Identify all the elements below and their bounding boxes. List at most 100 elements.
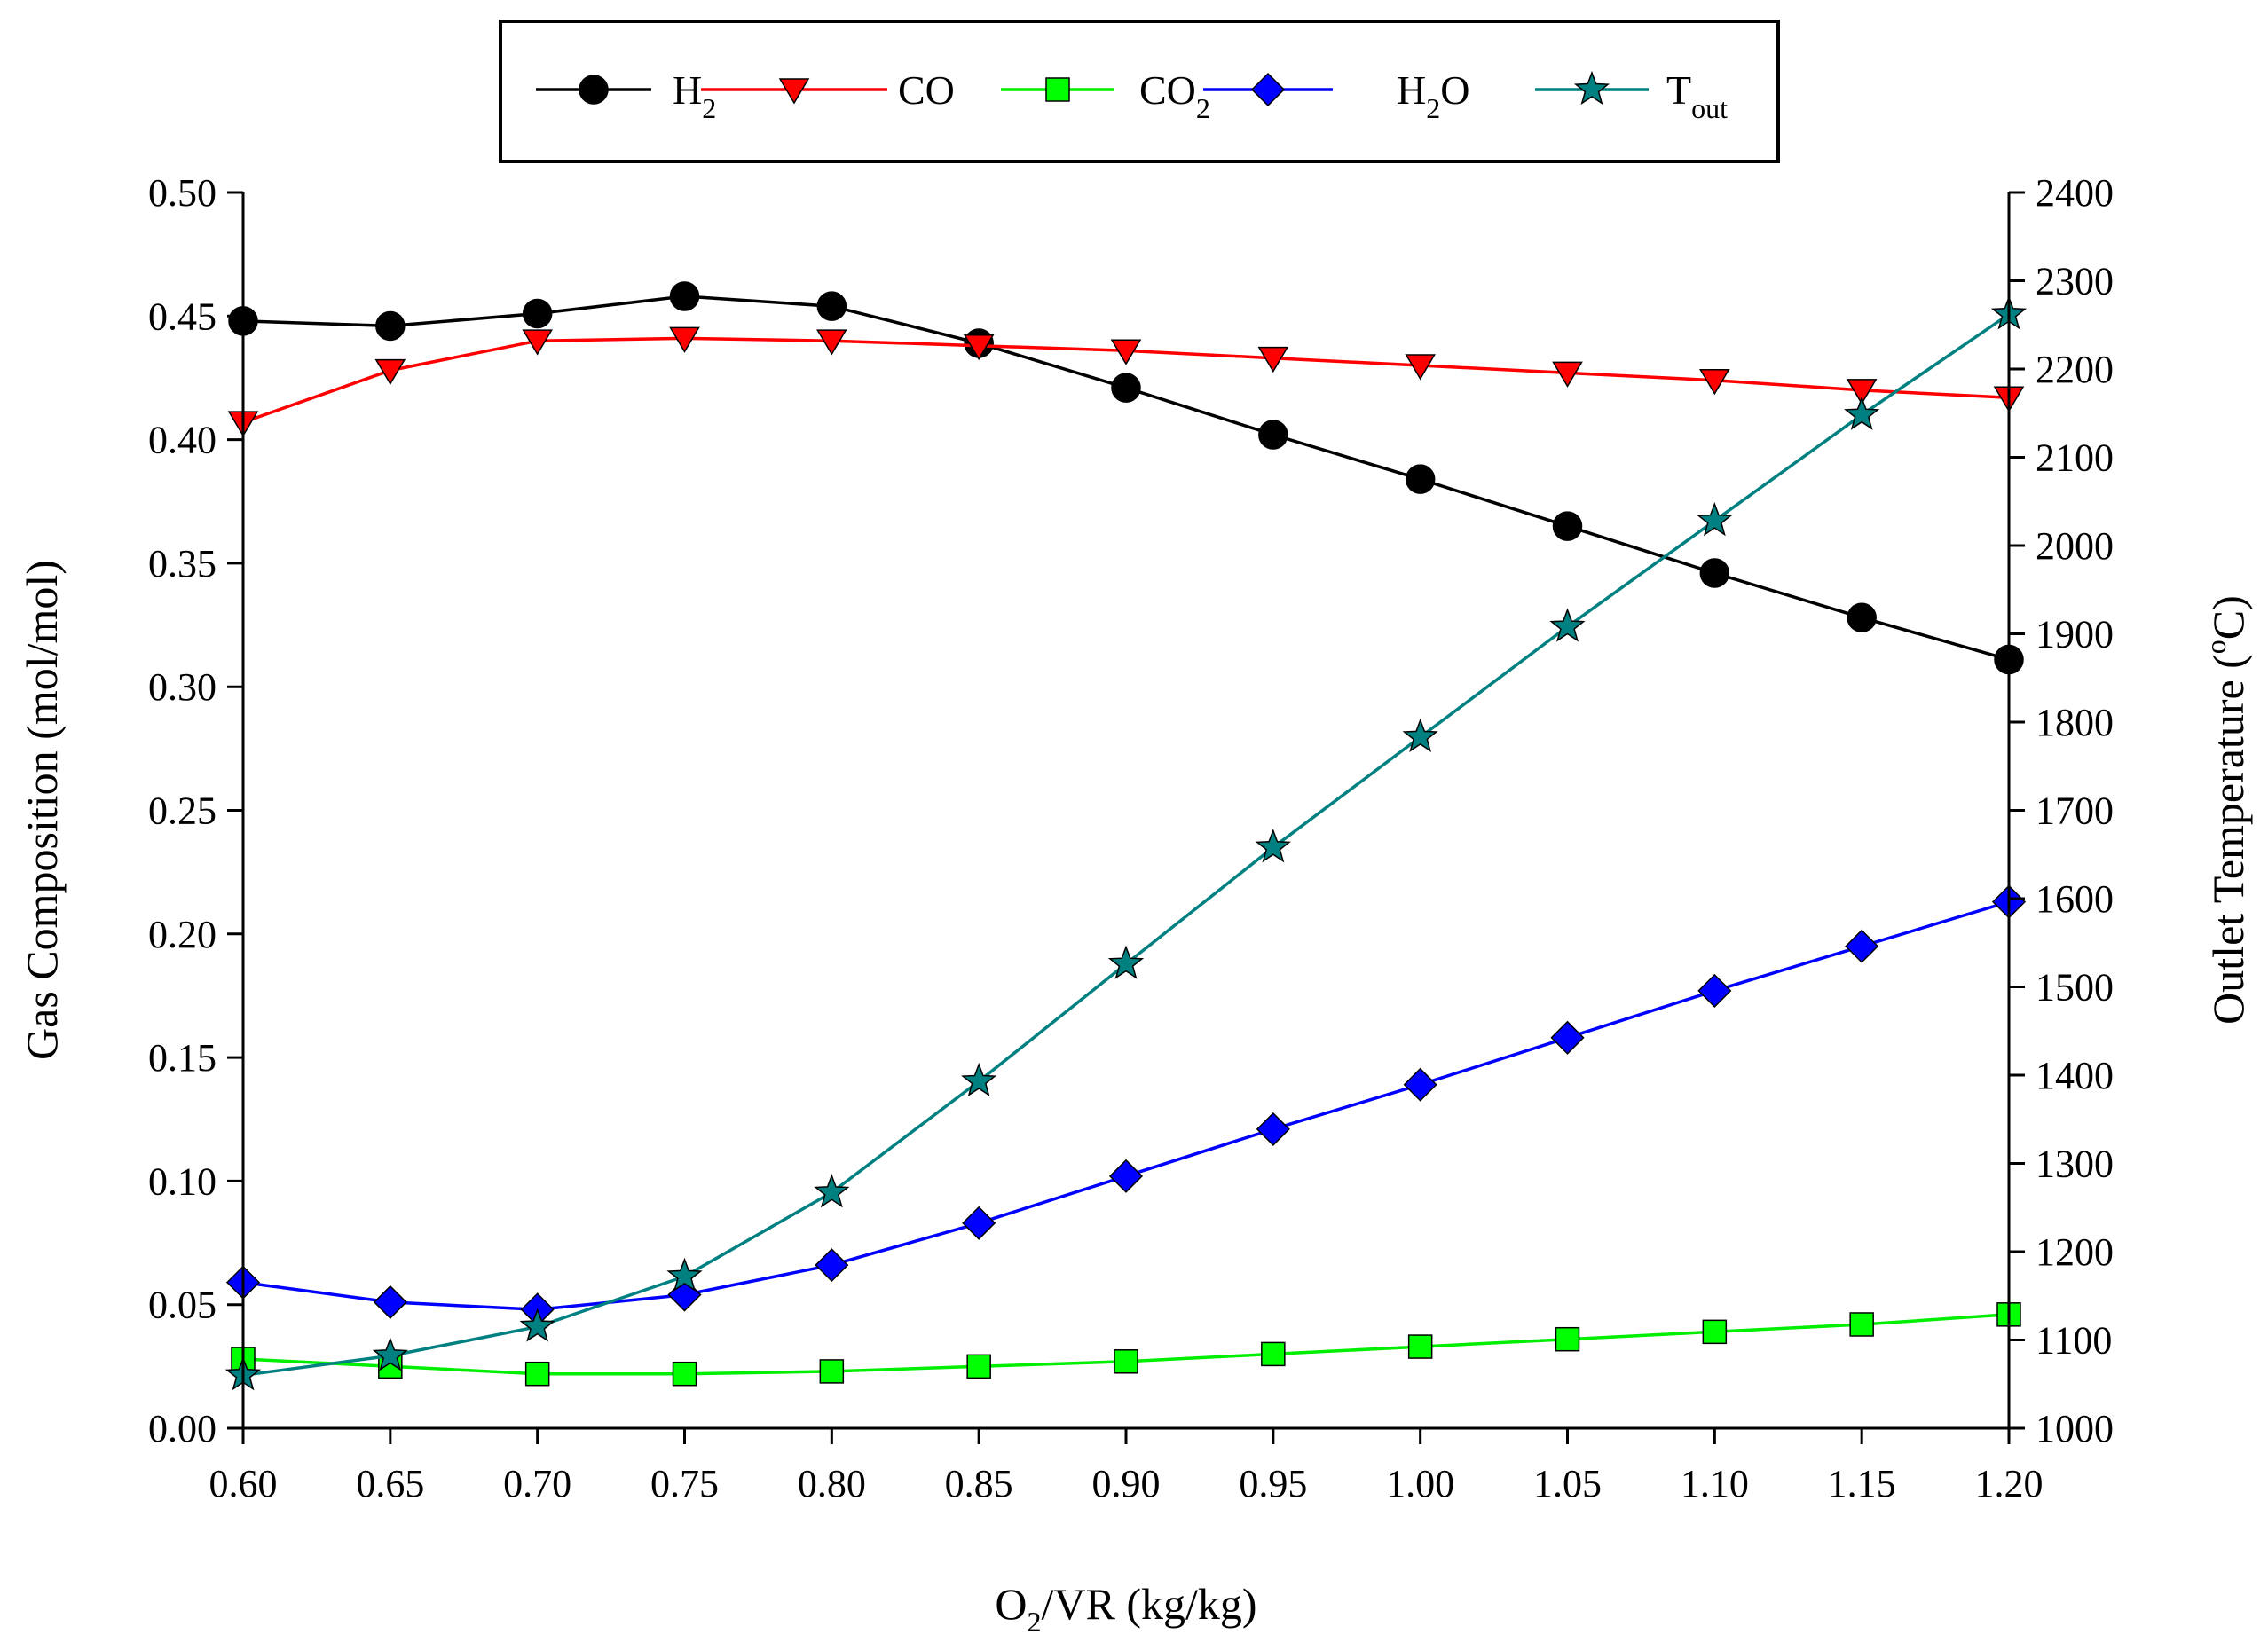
y-tick-label-right: 2400 [2036, 171, 2114, 215]
data-point-h2o [815, 1248, 849, 1283]
legend-label-sub: out [1691, 92, 1728, 124]
y-tick-label-right: 2000 [2036, 524, 2114, 568]
data-point-h2 [816, 291, 847, 321]
x-axis-title-sub: 2 [1028, 1606, 1042, 1638]
data-point-tout [519, 1308, 555, 1342]
legend-item-h2o: H2O [1203, 67, 1469, 124]
x-tick-label: 0.70 [503, 1462, 571, 1505]
x-tick-label: 1.05 [1533, 1462, 1602, 1505]
data-point-co2 [1407, 1334, 1433, 1359]
y-tick-label-right: 1800 [2036, 701, 2114, 744]
data-point-tout [961, 1062, 997, 1097]
x-tick-label: 0.90 [1092, 1462, 1161, 1505]
data-point-co [1405, 354, 1436, 381]
x-tick-label: 0.85 [945, 1462, 1013, 1505]
data-point-h2 [522, 298, 553, 329]
data-point-tout [1107, 945, 1145, 979]
data-point-tout [1549, 608, 1586, 642]
data-point-tout [372, 1337, 408, 1371]
data-point-co2 [1702, 1319, 1728, 1345]
data-point-co [963, 334, 995, 361]
data-point-co2 [524, 1361, 550, 1387]
y-tick-label-right: 1000 [2036, 1407, 2114, 1450]
data-point-tout [1697, 501, 1733, 537]
legend-box [499, 20, 1780, 163]
data-point-co2 [1114, 1349, 1138, 1374]
data-point-tout [1844, 396, 1880, 430]
legend-item-co2: CO2 [1001, 67, 1210, 124]
y-tick-label-left: 0.35 [148, 542, 217, 585]
y-tick-label-right: 1900 [2036, 613, 2114, 656]
legend-label-main: T [1666, 67, 1691, 113]
y-tick-label-left: 0.20 [148, 913, 217, 956]
legend-marker-co [778, 78, 810, 105]
series-layer [224, 281, 2028, 1391]
ticks-layer: 0.60 0.65 0.70 0.75 0.80 0.85 0.90 0.95 1.00 1.05… [148, 171, 2114, 1505]
data-point-h2o [962, 1206, 996, 1240]
data-point-h2o [1403, 1067, 1437, 1102]
y-tick-label-right: 2100 [2036, 436, 2114, 480]
y-tick-label-left: 0.25 [148, 790, 217, 833]
data-point-h2o [1697, 973, 1732, 1008]
data-point-h2 [375, 310, 406, 342]
data-point-co [669, 326, 700, 353]
y-tick-label-left: 0.30 [148, 665, 217, 709]
data-point-co [1110, 339, 1142, 365]
legend-label-h2o: H2O [1397, 67, 1469, 124]
legend-marker-co2 [1045, 77, 1070, 102]
y-tick-label-right: 1100 [2036, 1319, 2112, 1363]
data-point-co [522, 329, 553, 356]
x-tick-label: 1.15 [1828, 1462, 1896, 1505]
y-tick-label-left: 0.05 [148, 1284, 217, 1327]
data-point-h2o [1256, 1112, 1290, 1146]
data-point-tout [814, 1174, 850, 1208]
data-point-co2 [819, 1359, 845, 1384]
legend-marker-h2 [579, 75, 609, 105]
legend-item-co: CO [701, 67, 955, 113]
legend-label-sub: 2 [1196, 92, 1210, 124]
x-tick-label: 0.60 [209, 1462, 278, 1505]
y-tick-label-right: 1300 [2036, 1143, 2114, 1186]
data-point-tout [1255, 829, 1291, 863]
data-point-co2 [672, 1361, 697, 1387]
data-point-h2o [1550, 1020, 1585, 1055]
y-axis-title-left: Gas Composition (mol/mol) [17, 560, 67, 1060]
data-point-co2 [1555, 1326, 1580, 1352]
data-point-h2 [1111, 373, 1141, 403]
y2-axis-title-pre: Outlet Temperature ( [2203, 654, 2253, 1025]
legend-label-sub: 2 [702, 92, 716, 124]
y-tick-label-right: 1500 [2036, 966, 2114, 1010]
data-point-h2 [1552, 511, 1583, 541]
legend-label-co2: CO2 [1139, 67, 1210, 124]
x-tick-label: 0.75 [650, 1462, 719, 1505]
legend-label-tout: Tout [1666, 67, 1728, 124]
data-point-co [1552, 361, 1583, 388]
y-axis-title-right: Outlet Temperature (oC) [2200, 595, 2253, 1025]
legend-label-main: CO [898, 67, 955, 113]
legend-label-main: H [673, 67, 702, 113]
data-point-h2 [1699, 558, 1730, 588]
y2-axis-title-sup: o [2200, 640, 2232, 654]
data-point-co [374, 358, 406, 386]
x-tick-label: 0.95 [1239, 1462, 1307, 1505]
legend-marker-h2o [1250, 72, 1286, 107]
data-point-h2 [1847, 602, 1877, 632]
data-point-co2 [966, 1354, 991, 1379]
x-axis-title-post: /VR (kg/kg) [1042, 1579, 1257, 1629]
y-tick-label-right: 2300 [2036, 260, 2114, 303]
y-tick-label-left: 0.50 [148, 171, 217, 215]
legend-label-main: CO [1139, 67, 1196, 113]
series-h2 [228, 281, 2024, 675]
legend-label-co: CO [898, 67, 955, 113]
data-point-h2 [669, 281, 700, 311]
y-tick-label-right: 1200 [2036, 1230, 2114, 1274]
data-point-co [1699, 368, 1730, 396]
legend-label-h2: H2 [673, 67, 716, 124]
data-point-tout [666, 1257, 703, 1292]
y-tick-label-right: 2200 [2036, 348, 2114, 391]
y2-axis-title-post: C) [2203, 595, 2253, 640]
y-tick-label-left: 0.45 [148, 295, 217, 338]
x-axis-title: O2/VR (kg/kg) [995, 1579, 1256, 1638]
